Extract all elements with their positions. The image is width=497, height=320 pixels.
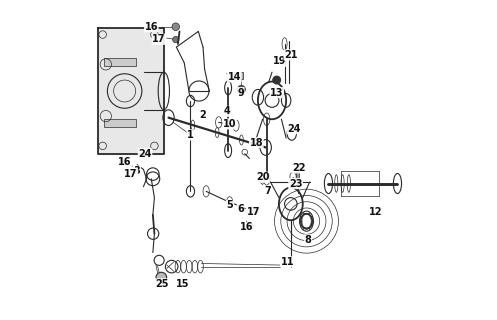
Text: 14: 14 <box>228 72 241 82</box>
Circle shape <box>156 272 166 283</box>
Text: 25: 25 <box>156 279 169 289</box>
Text: 17: 17 <box>124 169 138 179</box>
Circle shape <box>120 158 127 165</box>
Circle shape <box>253 209 258 214</box>
Text: 12: 12 <box>369 207 382 217</box>
Text: 19: 19 <box>273 56 287 66</box>
Circle shape <box>247 224 253 230</box>
Circle shape <box>172 23 179 30</box>
Text: 16: 16 <box>145 22 158 32</box>
Text: 13: 13 <box>270 88 283 98</box>
Text: 21: 21 <box>284 50 298 60</box>
Circle shape <box>237 85 246 93</box>
Circle shape <box>252 138 258 144</box>
Bar <box>104 58 136 66</box>
Text: 8: 8 <box>305 235 312 245</box>
Polygon shape <box>98 28 164 154</box>
Text: 11: 11 <box>281 257 294 267</box>
Text: 7: 7 <box>264 186 271 196</box>
Circle shape <box>273 76 281 84</box>
Text: 2: 2 <box>200 109 206 120</box>
Bar <box>104 119 136 127</box>
Text: 16: 16 <box>240 222 253 232</box>
Text: 22: 22 <box>292 163 306 173</box>
Bar <box>297 163 299 180</box>
Text: 17: 17 <box>247 207 260 217</box>
Text: 1: 1 <box>187 130 194 140</box>
Text: 23: 23 <box>289 179 302 188</box>
Text: 5: 5 <box>226 200 233 211</box>
Bar <box>235 72 243 79</box>
Text: 18: 18 <box>249 138 263 148</box>
Text: 20: 20 <box>256 172 269 182</box>
Text: 15: 15 <box>176 279 189 289</box>
Text: 10: 10 <box>223 119 237 129</box>
Text: 6: 6 <box>237 204 244 214</box>
Text: 16: 16 <box>118 156 131 167</box>
Text: 24: 24 <box>287 124 301 134</box>
Circle shape <box>172 36 179 43</box>
Text: 9: 9 <box>237 88 244 98</box>
Text: 24: 24 <box>138 149 152 159</box>
Text: 17: 17 <box>153 34 166 44</box>
Text: 3: 3 <box>134 166 141 176</box>
Text: 4: 4 <box>223 106 230 116</box>
